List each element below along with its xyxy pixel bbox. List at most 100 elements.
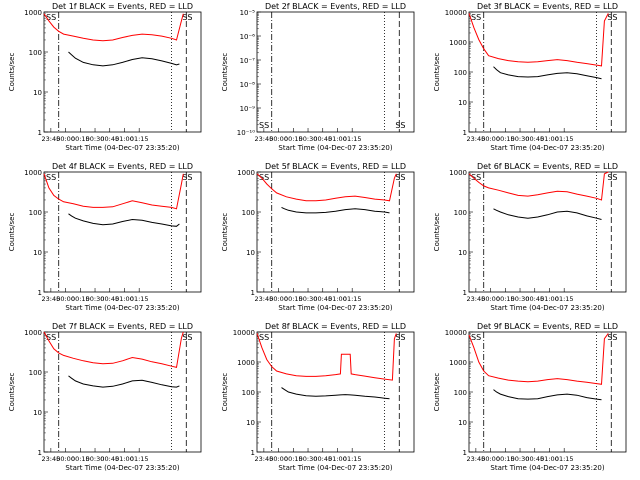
series-line-events [281, 387, 390, 400]
y-axis-label: Counts/sec [221, 373, 229, 412]
x-tick-label: 00:30 [511, 455, 530, 463]
x-tick-label: 01:00 [540, 135, 559, 143]
x-tick-label: 00:15 [496, 135, 515, 143]
chart-panel-8: Det 8f BLACK = Events, RED = LLD Counts/s… [221, 322, 415, 472]
y-axis-label: Counts/sec [433, 53, 441, 92]
series-line-events [68, 375, 180, 388]
y-tick-label: 10 [33, 89, 42, 97]
y-tick-label: 10000 [445, 329, 467, 337]
x-tick-label: 01:15 [130, 455, 149, 463]
x-tick-label: 00:15 [284, 295, 303, 303]
x-tick-label: 00:15 [284, 135, 303, 143]
x-axis-label: Start Time (04-Dec-07 23:35:20) [278, 304, 392, 312]
x-axis-label: Start Time (04-Dec-07 23:35:20) [65, 144, 179, 152]
x-axis-label: Start Time (04-Dec-07 23:35:20) [490, 464, 604, 472]
x-tick-label: 01:15 [555, 455, 574, 463]
ss-marker: SS [46, 13, 56, 22]
y-tick-label: 100 [454, 209, 467, 217]
y-tick-label: 10⁻⁶ [240, 33, 256, 41]
chart-title: Det 3f BLACK = Events, RED = LLD [477, 2, 618, 11]
chart-title: Det 4f BLACK = Events, RED = LLD [52, 162, 193, 171]
ss-marker: SS [182, 333, 192, 342]
x-tick-label: 00:00 [269, 295, 288, 303]
ss-marker: SS [182, 13, 192, 22]
ss-marker: SS [46, 333, 56, 342]
chart-panel-4: Det 4f BLACK = Events, RED = LLD Counts/s… [8, 162, 202, 312]
x-axis-label: Start Time (04-Dec-07 23:35:20) [278, 464, 392, 472]
x-tick-label: 00:30 [299, 295, 318, 303]
x-tick-label: 00:45 [100, 295, 119, 303]
x-tick-label: 23:45 [42, 295, 61, 303]
x-tick-label: 00:45 [525, 295, 544, 303]
y-axis-label: Counts/sec [221, 53, 229, 92]
plot-frame [43, 171, 202, 293]
chart-panel-2: Det 2f BLACK = Events, RED = LLD Counts/s… [221, 2, 415, 152]
x-tick-label: 00:15 [496, 455, 515, 463]
ss-marker: SS [471, 13, 481, 22]
series-line-lld [256, 173, 397, 202]
x-tick-label: 01:15 [130, 135, 149, 143]
y-tick-label: 1 [463, 289, 467, 297]
y-tick-label: 100 [454, 69, 467, 77]
y-axis-label: Counts/sec [8, 213, 16, 252]
series-line-lld [468, 13, 609, 67]
chart-panel-6: Det 6f BLACK = Events, RED = LLD Counts/s… [433, 162, 627, 312]
x-tick-label: 00:15 [71, 455, 90, 463]
y-tick-label: 100 [242, 389, 255, 397]
x-tick-label: 00:00 [481, 295, 500, 303]
x-tick-label: 01:15 [343, 135, 362, 143]
y-tick-label: 1000 [24, 329, 42, 337]
chart-panel-1: Det 1f BLACK = Events, RED = LLD Counts/s… [8, 2, 202, 152]
x-axis-label: Start Time (04-Dec-07 23:35:20) [65, 464, 179, 472]
chart-panel-3: Det 3f BLACK = Events, RED = LLD Counts/s… [433, 2, 627, 152]
plot-frame [256, 331, 415, 453]
x-tick-label: 23:45 [255, 135, 274, 143]
x-tick-label: 01:00 [115, 455, 134, 463]
y-tick-label: 10 [458, 99, 467, 107]
x-tick-label: 23:45 [467, 135, 486, 143]
y-tick-label: 10 [458, 419, 467, 427]
y-tick-label: 1 [38, 289, 42, 297]
x-tick-label: 00:00 [481, 455, 500, 463]
y-tick-label: 10000 [233, 329, 255, 337]
y-tick-label: 1 [38, 129, 42, 137]
x-tick-label: 23:45 [42, 455, 61, 463]
x-tick-label: 00:30 [86, 455, 105, 463]
plot-frame [43, 11, 202, 133]
x-tick-label: 00:30 [511, 295, 530, 303]
ss-marker: SS [46, 173, 56, 182]
y-tick-label: 100 [242, 209, 255, 217]
ss-marker: SS [259, 173, 269, 182]
series-line-lld [43, 13, 184, 42]
series-line-events [493, 208, 602, 220]
x-tick-label: 23:45 [42, 135, 61, 143]
chart-title: Det 8f BLACK = Events, RED = LLD [265, 322, 406, 331]
x-tick-label: 00:00 [269, 135, 288, 143]
x-tick-label: 23:45 [467, 455, 486, 463]
x-tick-label: 23:45 [255, 295, 274, 303]
x-tick-label: 00:00 [56, 455, 75, 463]
x-tick-label: 01:15 [555, 295, 574, 303]
y-tick-label: 10 [458, 249, 467, 257]
ss-marker: SS [259, 121, 269, 130]
x-tick-label: 00:30 [86, 295, 105, 303]
x-tick-label: 00:00 [56, 295, 75, 303]
y-tick-label: 1 [463, 449, 467, 457]
chart-title: Det 6f BLACK = Events, RED = LLD [477, 162, 618, 171]
x-tick-label: 00:45 [313, 455, 332, 463]
series-line-lld [256, 333, 397, 381]
x-tick-label: 00:45 [313, 135, 332, 143]
ss-marker: SS [607, 13, 617, 22]
x-tick-label: 00:45 [525, 455, 544, 463]
x-tick-label: 23:45 [255, 455, 274, 463]
y-tick-label: 10 [33, 249, 42, 257]
x-tick-label: 01:15 [555, 135, 574, 143]
chart-title: Det 9f BLACK = Events, RED = LLD [477, 322, 618, 331]
x-tick-label: 00:00 [481, 135, 500, 143]
y-tick-label: 1 [463, 129, 467, 137]
y-tick-label: 1000 [449, 169, 467, 177]
y-tick-label: 10⁻⁹ [240, 105, 256, 113]
x-tick-label: 00:45 [313, 295, 332, 303]
y-tick-label: 10⁻¹⁰ [237, 129, 255, 137]
